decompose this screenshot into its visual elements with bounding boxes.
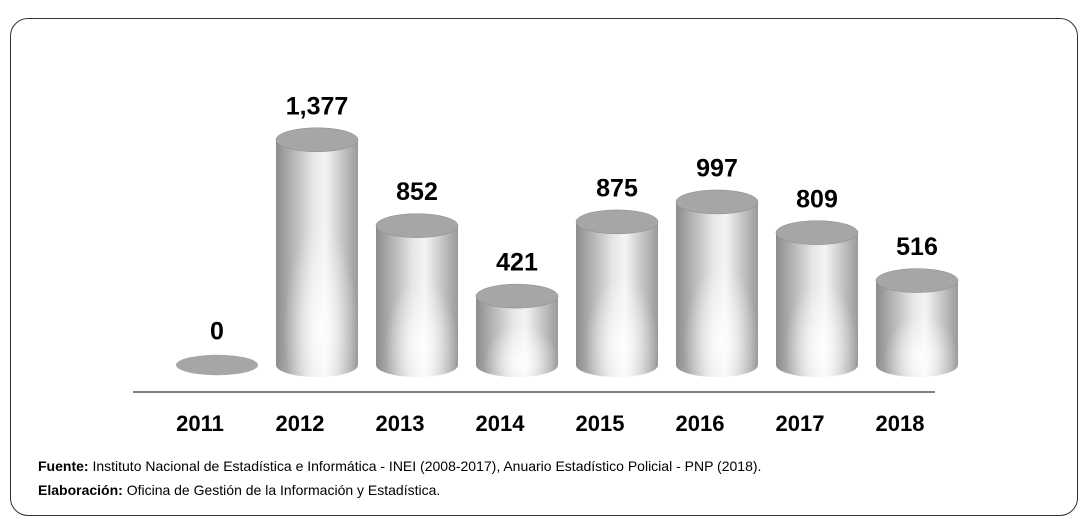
credit-label: Elaboración: xyxy=(38,482,123,498)
credit-text: Oficina de Gestión de la Información y E… xyxy=(126,482,441,498)
cylinder-shine xyxy=(876,280,958,377)
cylinder-shine xyxy=(576,221,658,377)
cylinder-shine xyxy=(676,201,758,377)
source-text: Instituto Nacional de Estadística e Info… xyxy=(92,458,762,474)
x-tick-label: 2015 xyxy=(576,411,625,436)
cylinder-shine xyxy=(776,232,858,377)
cylinder-top xyxy=(475,283,559,309)
cylinder-shine xyxy=(276,139,358,377)
x-tick-label: 2012 xyxy=(276,411,325,436)
cylinder-top xyxy=(375,213,459,238)
credit-note: Elaboración: Oficina de Gestión de la In… xyxy=(38,482,440,498)
cylinder-top xyxy=(775,220,859,245)
x-tick-label: 2013 xyxy=(376,411,425,436)
source-label: Fuente: xyxy=(38,458,89,474)
cylinder-top xyxy=(675,189,759,215)
cylinder-top xyxy=(575,209,659,235)
value-label: 997 xyxy=(696,155,738,183)
cylinder xyxy=(176,354,258,376)
x-tick-label: 2018 xyxy=(876,411,925,436)
value-label: 1,377 xyxy=(286,92,349,120)
x-tick-label: 2014 xyxy=(476,411,526,436)
cylinder-shine xyxy=(376,225,458,377)
cylinder-shine xyxy=(476,296,558,377)
x-tick-label: 2011 xyxy=(176,411,224,436)
value-label: 516 xyxy=(896,233,938,261)
x-tick-label: 2017 xyxy=(776,411,825,436)
cylinder-top xyxy=(275,127,359,153)
value-label: 421 xyxy=(496,249,538,277)
value-label: 0 xyxy=(210,318,224,346)
value-label: 875 xyxy=(596,174,638,202)
x-tick-label: 2016 xyxy=(676,411,725,436)
chart-frame xyxy=(10,18,1078,516)
value-label: 852 xyxy=(396,178,438,206)
value-label: 809 xyxy=(796,185,838,213)
source-note: Fuente: Instituto Nacional de Estadístic… xyxy=(38,458,761,474)
cylinder-top xyxy=(875,268,959,293)
